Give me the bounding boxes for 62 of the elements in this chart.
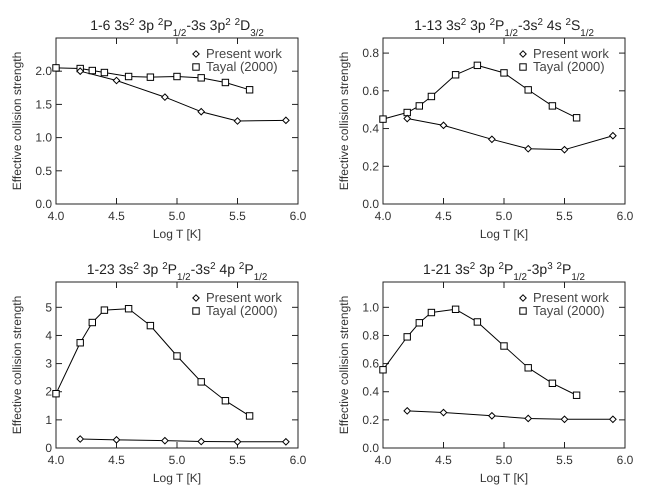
chart-title: 1-13 3s$^{2}$ 3p $^{2}$P$_{1/2}$-3s$^{2}$ 4s $^{2}$S$_{1/2}$ xyxy=(414,16,594,38)
x-tick-label: 4.5 xyxy=(108,453,126,467)
y-tick-label: 5 xyxy=(45,300,52,314)
x-tick-label: 5.5 xyxy=(229,453,246,467)
y-tick-label: 2 xyxy=(45,384,52,399)
x-tick-label: 6.0 xyxy=(616,453,634,467)
x-tick-label: 6.0 xyxy=(290,453,307,467)
legend-label: Tayal (2000) xyxy=(206,303,278,318)
y-tick-label: 0.8 xyxy=(362,328,380,342)
y-tick-label: 0.4 xyxy=(362,122,380,136)
x-axis-title: Log T [K] xyxy=(480,227,528,241)
chart-title: 1-23 3s$^{2}$ 3p $^{2}$P$_{1/2}$-3s$^{2}$ 4p $^{2}$P$_{1/2}$ xyxy=(86,260,268,282)
x-tick-label: 6.0 xyxy=(616,209,634,223)
y-tick-label: 0.0 xyxy=(362,441,380,455)
x-tick-label: 4.5 xyxy=(108,209,126,223)
x-tick-label: 4.0 xyxy=(374,453,392,467)
chart-title: 1-6 3s$^{2}$ 3p $^{2}$P$_{1/2}$-3s 3p$^{2}$ $^{2}$D$_{3/2}$ xyxy=(90,16,264,38)
x-tick-label: 4.0 xyxy=(48,209,65,223)
x-tick-label: 5.5 xyxy=(556,209,574,223)
x-axis-title: Log T [K] xyxy=(152,471,202,485)
x-tick-label: 5.5 xyxy=(229,209,246,223)
y-axis-title: Effective collision strength xyxy=(337,296,351,434)
y-tick-label: 0.6 xyxy=(362,356,380,371)
y-tick-label: 4 xyxy=(45,328,52,342)
legend-label: Present work xyxy=(533,46,610,61)
x-tick-label: 6.0 xyxy=(290,209,307,223)
y-tick-label: 1.0 xyxy=(362,300,380,314)
y-tick-label: 0.2 xyxy=(362,412,380,427)
y-tick-label: 1 xyxy=(45,412,52,427)
y-axis-title: Effective collision strength xyxy=(10,52,24,190)
y-tick-label: 1.5 xyxy=(35,97,52,112)
x-tick-label: 5.5 xyxy=(556,453,574,467)
x-tick-label: 5.0 xyxy=(496,209,513,223)
legend-label: Tayal (2000) xyxy=(533,59,605,74)
y-tick-label: 2.0 xyxy=(35,64,52,78)
y-tick-label: 0.6 xyxy=(362,84,380,98)
x-tick-label: 5.0 xyxy=(496,453,513,467)
y-tick-label: 0.8 xyxy=(362,46,380,60)
y-tick-label: 0.0 xyxy=(362,197,380,211)
legend-label: Present work xyxy=(533,290,610,305)
x-axis-title: Log T [K] xyxy=(152,227,202,241)
x-tick-label: 4.5 xyxy=(435,209,452,223)
legend-label: Tayal (2000) xyxy=(206,59,278,74)
x-tick-label: 5.0 xyxy=(168,453,186,467)
y-tick-label: 0.5 xyxy=(35,164,52,178)
y-axis-title: Effective collision strength xyxy=(10,296,24,434)
y-tick-label: 1.0 xyxy=(35,130,52,145)
x-tick-label: 4.0 xyxy=(48,453,65,467)
x-axis-title: Log T [K] xyxy=(480,471,528,485)
x-tick-label: 5.0 xyxy=(168,209,186,223)
legend-label: Present work xyxy=(206,46,282,61)
x-tick-label: 4.5 xyxy=(435,453,452,467)
y-tick-label: 0.0 xyxy=(35,197,52,211)
legend-label: Tayal (2000) xyxy=(533,303,605,318)
y-axis-title: Effective collision strength xyxy=(337,52,351,190)
y-tick-label: 3 xyxy=(45,356,52,371)
y-tick-label: 0.2 xyxy=(362,159,380,174)
x-tick-label: 4.0 xyxy=(374,209,392,223)
chart-title: 1-21 3s$^{2}$ 3p $^{2}$P$_{1/2}$-3p$^{3}$ $^{2}$P$_{1/2}$ xyxy=(423,260,585,282)
y-tick-label: 0.4 xyxy=(362,384,380,399)
y-tick-label: 0 xyxy=(45,441,52,455)
legend-label: Present work xyxy=(206,290,282,305)
